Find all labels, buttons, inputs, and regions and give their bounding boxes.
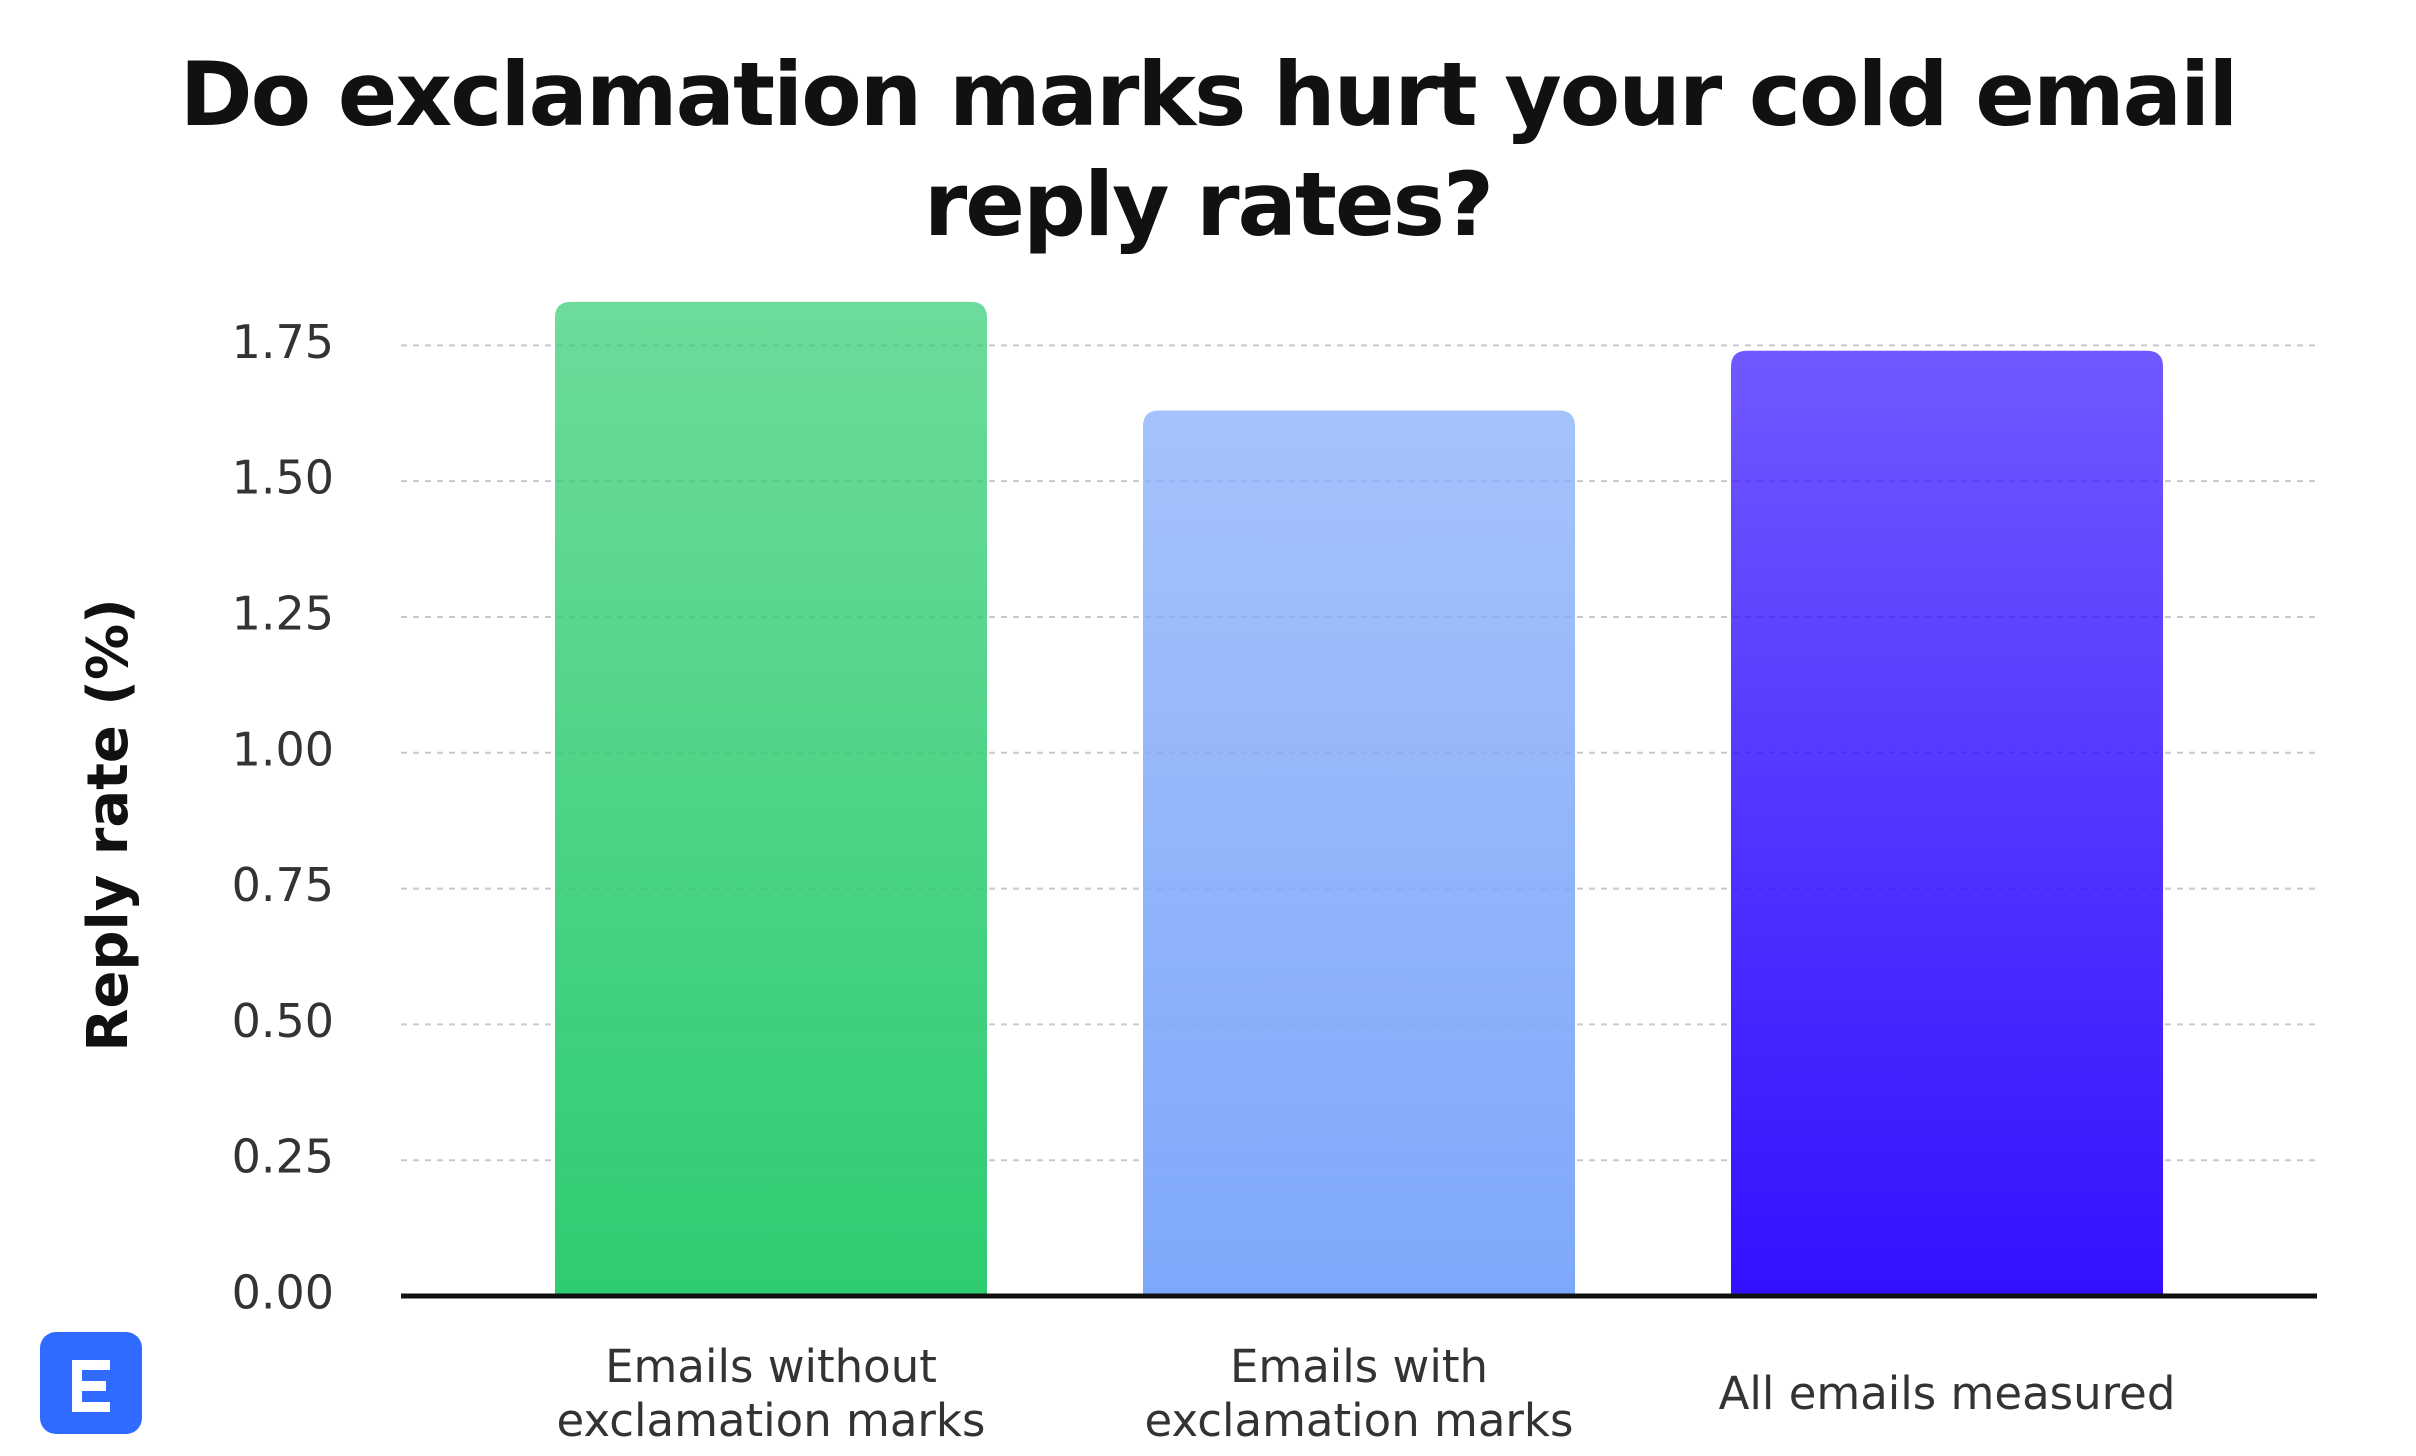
y-tick-label: 0.75 bbox=[232, 858, 334, 912]
y-tick-label: 1.25 bbox=[232, 586, 334, 640]
x-tick-label: Emails with exclamation marks bbox=[1144, 1340, 1574, 1447]
y-axis-label: Reply rate (%) bbox=[76, 598, 141, 1051]
bar bbox=[1731, 350, 2163, 1297]
y-tick-label: 1.75 bbox=[232, 315, 334, 369]
y-tick-label: 0.00 bbox=[232, 1266, 334, 1320]
x-tick-label: All emails measured bbox=[1718, 1367, 2176, 1420]
bar bbox=[555, 301, 987, 1296]
y-tick-label: 1.00 bbox=[232, 722, 334, 776]
bar bbox=[1143, 410, 1575, 1296]
y-tick-label: 0.50 bbox=[232, 994, 334, 1048]
logo bbox=[40, 1332, 142, 1434]
chart-title: Do exclamation marks hurt your cold emai… bbox=[179, 43, 2239, 256]
y-tick-label: 1.50 bbox=[232, 451, 334, 505]
y-tick-label: 0.25 bbox=[232, 1130, 334, 1184]
x-tick-label: Emails without exclamation marks bbox=[556, 1340, 986, 1447]
